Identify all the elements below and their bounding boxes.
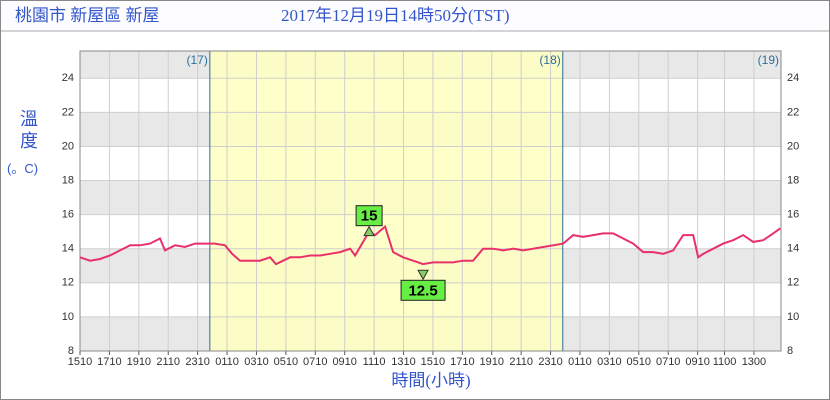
day-label: (19) [758,53,779,67]
header-bar [1,1,829,31]
marker-label: 15 [361,208,378,225]
y-tick-label: 12 [62,277,74,289]
y-tick-label-right: 20 [787,140,799,152]
x-tick-label: 1510 [68,356,92,368]
x-tick-label: 2110 [509,356,533,368]
marker-triangle [363,225,375,237]
marker-triangle [417,269,429,281]
marker-box [400,279,446,301]
x-tick-label: 0910 [685,356,709,368]
y-tick-label: 22 [62,106,74,118]
day-label: (18) [539,53,560,67]
y-tick-label: 14 [62,243,74,255]
y-axis-label: 溫度 [18,109,38,153]
y-tick-label-right: 22 [787,106,799,118]
x-tick-label: 1100 [713,356,737,368]
y-tick-label: 8 [68,345,74,357]
y-tick-label: 10 [62,311,74,323]
chart-subtitle: 2017年12月19日14時50分(TST) [281,6,510,25]
day-label: (17) [187,53,208,67]
x-tick-label: 2310 [185,356,209,368]
y-tick-label-right: 18 [787,174,799,186]
y-tick-label: 20 [62,140,74,152]
x-tick-label: 1710 [450,356,474,368]
x-tick-label: 0310 [244,356,268,368]
x-tick-label: 0510 [627,356,651,368]
x-tick-label: 1510 [421,356,445,368]
x-tick-label: 1710 [97,356,121,368]
y-tick-label: 18 [62,174,74,186]
x-tick-label: 0910 [332,356,356,368]
series-line [79,224,781,266]
x-tick-label: 0710 [656,356,680,368]
y-tick-label-right: 10 [787,311,799,323]
y-tick-label: 24 [62,72,74,84]
x-tick-label: 0710 [303,356,327,368]
x-tick-label: 1300 [742,356,766,368]
plot-frame [79,50,782,352]
y-axis-unit: (。C) [7,161,39,176]
y-tick-label-right: 12 [787,277,799,289]
y-tick-label-right: 24 [787,72,799,84]
x-tick-label: 2310 [538,356,562,368]
y-tick-label-right: 8 [787,345,793,357]
x-tick-label: 0510 [274,356,298,368]
x-tick-label: 2110 [156,356,180,368]
x-tick-label: 1910 [480,356,504,368]
x-tick-label: 1310 [391,356,415,368]
x-tick-label: 0310 [597,356,621,368]
day-region [209,51,563,351]
chart-title: 桃園市 新屋區 新屋 [15,6,160,25]
y-tick-label-right: 14 [787,243,799,255]
y-tick-label: 16 [62,209,74,221]
y-tick-label-right: 16 [787,209,799,221]
marker-box [355,205,383,227]
x-tick-label: 0110 [215,356,239,368]
marker-label: 12.5 [408,282,437,299]
x-tick-label: 1910 [127,356,151,368]
x-tick-label: 0110 [568,356,592,368]
x-axis-label: 時間(小時) [391,371,470,390]
x-tick-label: 1110 [363,356,386,368]
